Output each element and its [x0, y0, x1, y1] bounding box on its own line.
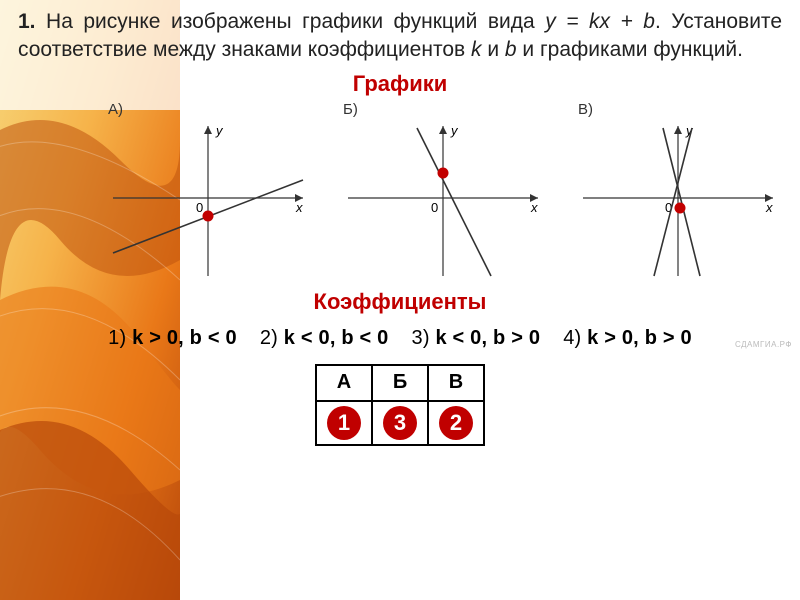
- prompt-equation: y = kx + b: [545, 10, 655, 33]
- svg-text:x: x: [765, 200, 773, 215]
- graph-a-label: А): [108, 101, 328, 118]
- opt3-num: 3): [412, 327, 436, 349]
- ans-c: 2: [439, 406, 473, 440]
- graph-a-svg: x y 0: [98, 118, 318, 283]
- prompt-tail: и графиками функций.: [517, 38, 743, 61]
- opt4-num: 4): [563, 327, 587, 349]
- opt3: k < 0, b > 0: [435, 327, 540, 349]
- th-c: В: [428, 365, 484, 401]
- graph-b-svg: x y 0: [333, 118, 553, 283]
- opt4: k > 0, b > 0: [587, 327, 692, 349]
- svg-text:x: x: [530, 200, 538, 215]
- ans-b-cell: 3: [372, 401, 428, 445]
- prompt-k: k: [471, 38, 482, 61]
- svg-text:0: 0: [196, 200, 203, 215]
- graphs-row: А) x y 0 Б) x y 0: [98, 101, 798, 283]
- svg-text:x: x: [295, 200, 303, 215]
- problem-prompt: 1. На рисунке изображены графики функций…: [18, 8, 782, 65]
- opt1-num: 1): [108, 327, 132, 349]
- graph-c: В) x y 0: [568, 101, 798, 283]
- ans-a: 1: [327, 406, 361, 440]
- prompt-and: и: [482, 38, 505, 61]
- opt2: k < 0, b < 0: [284, 327, 389, 349]
- th-a: А: [316, 365, 372, 401]
- graph-c-svg: x y 0: [568, 118, 788, 283]
- prompt-b: b: [505, 38, 517, 61]
- opt2-num: 2): [260, 327, 284, 349]
- opt1: k > 0, b < 0: [132, 327, 237, 349]
- prompt-part1: На рисунке изображены графики функций ви…: [46, 10, 545, 33]
- svg-text:y: y: [450, 123, 459, 138]
- graphs-heading: Графики: [18, 71, 782, 97]
- th-b: Б: [372, 365, 428, 401]
- options-row: 1) k > 0, b < 0 2) k < 0, b < 0 3) k < 0…: [18, 327, 782, 350]
- problem-number: 1.: [18, 10, 36, 33]
- graph-b-label: Б): [343, 101, 563, 118]
- answer-table: А Б В 1 3 2: [315, 364, 485, 446]
- ans-a-cell: 1: [316, 401, 372, 445]
- svg-text:y: y: [215, 123, 224, 138]
- graph-a: А) x y 0: [98, 101, 328, 283]
- graph-b: Б) x y 0: [333, 101, 563, 283]
- graph-c-label: В): [578, 101, 798, 118]
- coeffs-heading: Коэффициенты: [18, 289, 782, 315]
- ans-c-cell: 2: [428, 401, 484, 445]
- svg-text:0: 0: [431, 200, 438, 215]
- ans-b: 3: [383, 406, 417, 440]
